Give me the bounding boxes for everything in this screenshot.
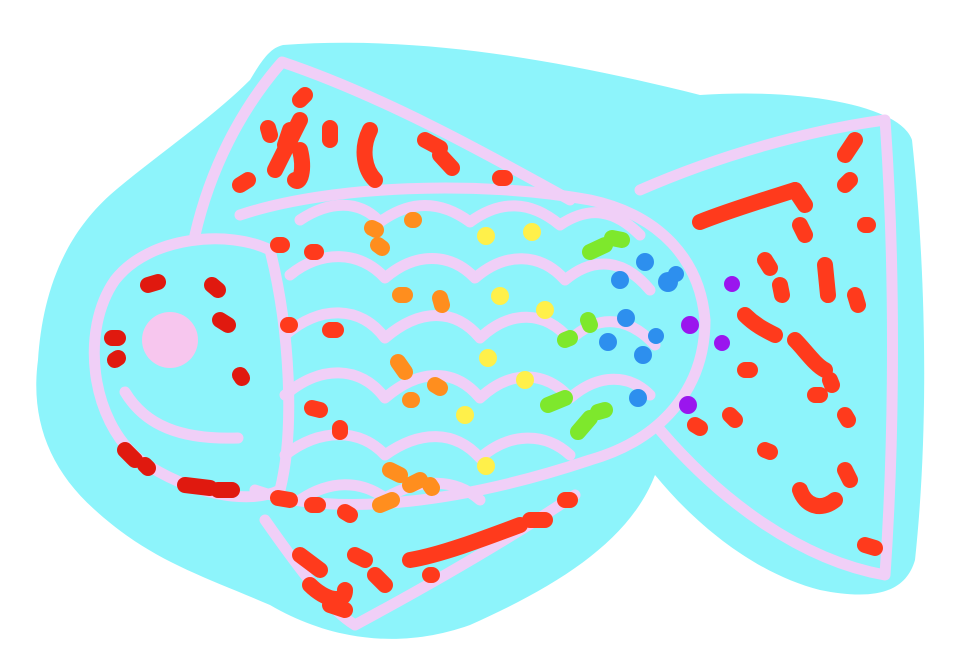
tail-outline [634,114,898,581]
head-dots [104,274,250,498]
fish-outline [88,56,898,631]
purple-dots [679,276,740,414]
scale-row-3 [279,307,661,351]
orange-dots [364,212,450,513]
smile [119,386,244,444]
scale-row-1 [294,199,646,241]
red-marks [232,87,883,618]
eye [142,312,198,368]
scale-row-4 [279,367,656,404]
yellow-dots [456,223,554,475]
green-dots [540,230,630,440]
body-outline [234,182,711,510]
blue-dots [599,253,684,407]
top-fin-outline [189,56,576,241]
scale-row-2 [284,251,656,296]
